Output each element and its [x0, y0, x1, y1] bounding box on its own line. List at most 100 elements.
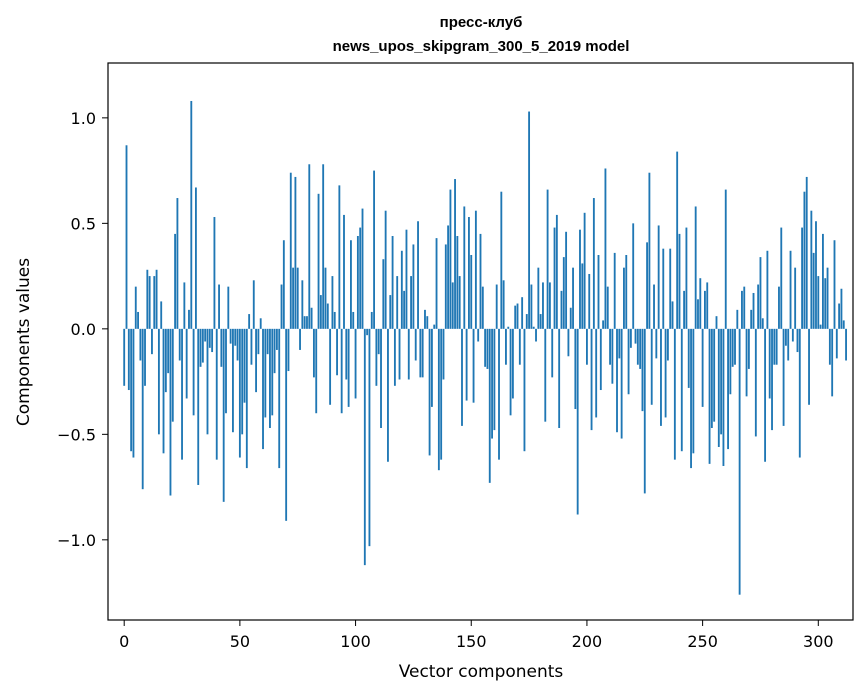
- bar-148: [465, 328, 468, 401]
- bar-162: [498, 328, 500, 460]
- bar-140: [447, 225, 450, 329]
- bar-38: [211, 328, 214, 353]
- bar-211: [611, 328, 614, 384]
- bar-68: [280, 284, 283, 329]
- bar-216: [623, 267, 625, 329]
- bar-33: [199, 328, 202, 367]
- x-tick-label: 250: [687, 632, 718, 651]
- bar-36: [206, 328, 209, 435]
- bar-223: [639, 328, 642, 369]
- bar-12: [151, 328, 153, 355]
- bar-115: [389, 295, 392, 329]
- bar-186: [553, 227, 556, 329]
- bar-225: [643, 328, 646, 494]
- bar-305: [828, 328, 831, 365]
- bar-178: [535, 328, 537, 342]
- bar-39: [213, 217, 216, 329]
- bar-194: [572, 267, 574, 329]
- y-tick-label: 0.0: [71, 320, 96, 339]
- bar-2: [127, 328, 130, 391]
- bar-53: [245, 328, 248, 469]
- bar-312: [845, 328, 847, 361]
- bar-43: [222, 328, 225, 502]
- bar-32: [197, 328, 200, 485]
- bar-130: [424, 309, 426, 329]
- bar-157: [486, 328, 489, 369]
- bar-69: [282, 240, 285, 329]
- plot-frame: [107, 62, 854, 621]
- bar-288: [789, 250, 792, 329]
- bar-128: [419, 328, 422, 378]
- x-axis-label: Vector components: [399, 662, 564, 682]
- bar-3: [130, 328, 133, 452]
- bar-89: [329, 328, 332, 405]
- bar-147: [463, 206, 466, 329]
- bar-251: [704, 290, 706, 329]
- bar-35: [204, 328, 207, 342]
- bar-65: [273, 328, 276, 374]
- bar-71: [287, 328, 290, 372]
- bar-48: [234, 328, 237, 346]
- bar-219: [629, 328, 632, 348]
- bar-263: [731, 328, 734, 367]
- bar-94: [340, 328, 343, 414]
- bar-231: [657, 225, 660, 329]
- bar-27: [185, 328, 188, 399]
- bar-72: [289, 172, 292, 329]
- bar-294: [803, 191, 806, 329]
- bar-256: [715, 316, 718, 329]
- bar-290: [794, 267, 797, 329]
- bar-26: [183, 282, 186, 329]
- bar-145: [458, 276, 461, 329]
- bar-56: [252, 280, 255, 329]
- bar-5: [134, 286, 137, 329]
- bar-10: [146, 269, 149, 329]
- bar-181: [542, 282, 544, 329]
- bar-16: [160, 301, 163, 329]
- bar-102: [359, 227, 362, 329]
- bar-295: [805, 176, 808, 329]
- bar-208: [604, 168, 607, 329]
- bar-213: [616, 328, 618, 433]
- bar-308: [835, 328, 838, 359]
- bar-8: [141, 328, 144, 490]
- bar-55: [250, 328, 253, 365]
- bar-170: [516, 303, 519, 329]
- bar-92: [336, 328, 338, 376]
- bar-18: [164, 328, 167, 393]
- bar-202: [590, 328, 593, 431]
- bar-88: [326, 303, 329, 329]
- x-tick-label: 50: [230, 632, 250, 651]
- bar-184: [548, 282, 551, 329]
- bar-183: [546, 189, 549, 329]
- bar-44: [225, 328, 227, 414]
- chart-subtitle: news_upos_skipgram_300_5_2019 model: [333, 38, 630, 55]
- bar-187: [555, 214, 558, 329]
- bar-166: [507, 326, 510, 329]
- bar-114: [387, 328, 389, 462]
- bar-189: [560, 290, 563, 329]
- bar-172: [521, 297, 524, 329]
- bar-85: [319, 295, 322, 329]
- bar-246: [692, 328, 695, 454]
- bar-83: [315, 328, 318, 414]
- bar-106: [368, 328, 371, 547]
- y-tick-label: −1.0: [57, 531, 96, 550]
- bar-272: [752, 292, 755, 329]
- bar-245: [690, 328, 692, 469]
- bar-250: [701, 328, 704, 407]
- bar-76: [299, 328, 301, 350]
- bar-150: [470, 255, 473, 329]
- bar-252: [706, 282, 709, 329]
- x-tick-label: 0: [119, 632, 129, 651]
- bar-66: [275, 328, 278, 350]
- bar-296: [808, 328, 810, 405]
- bar-177: [532, 326, 535, 329]
- bar-215: [620, 328, 623, 439]
- bar-229: [653, 284, 655, 329]
- bar-97: [347, 328, 350, 407]
- bar-127: [417, 221, 419, 329]
- bar-266: [738, 328, 741, 595]
- chart-title: пресс-клуб: [440, 14, 523, 31]
